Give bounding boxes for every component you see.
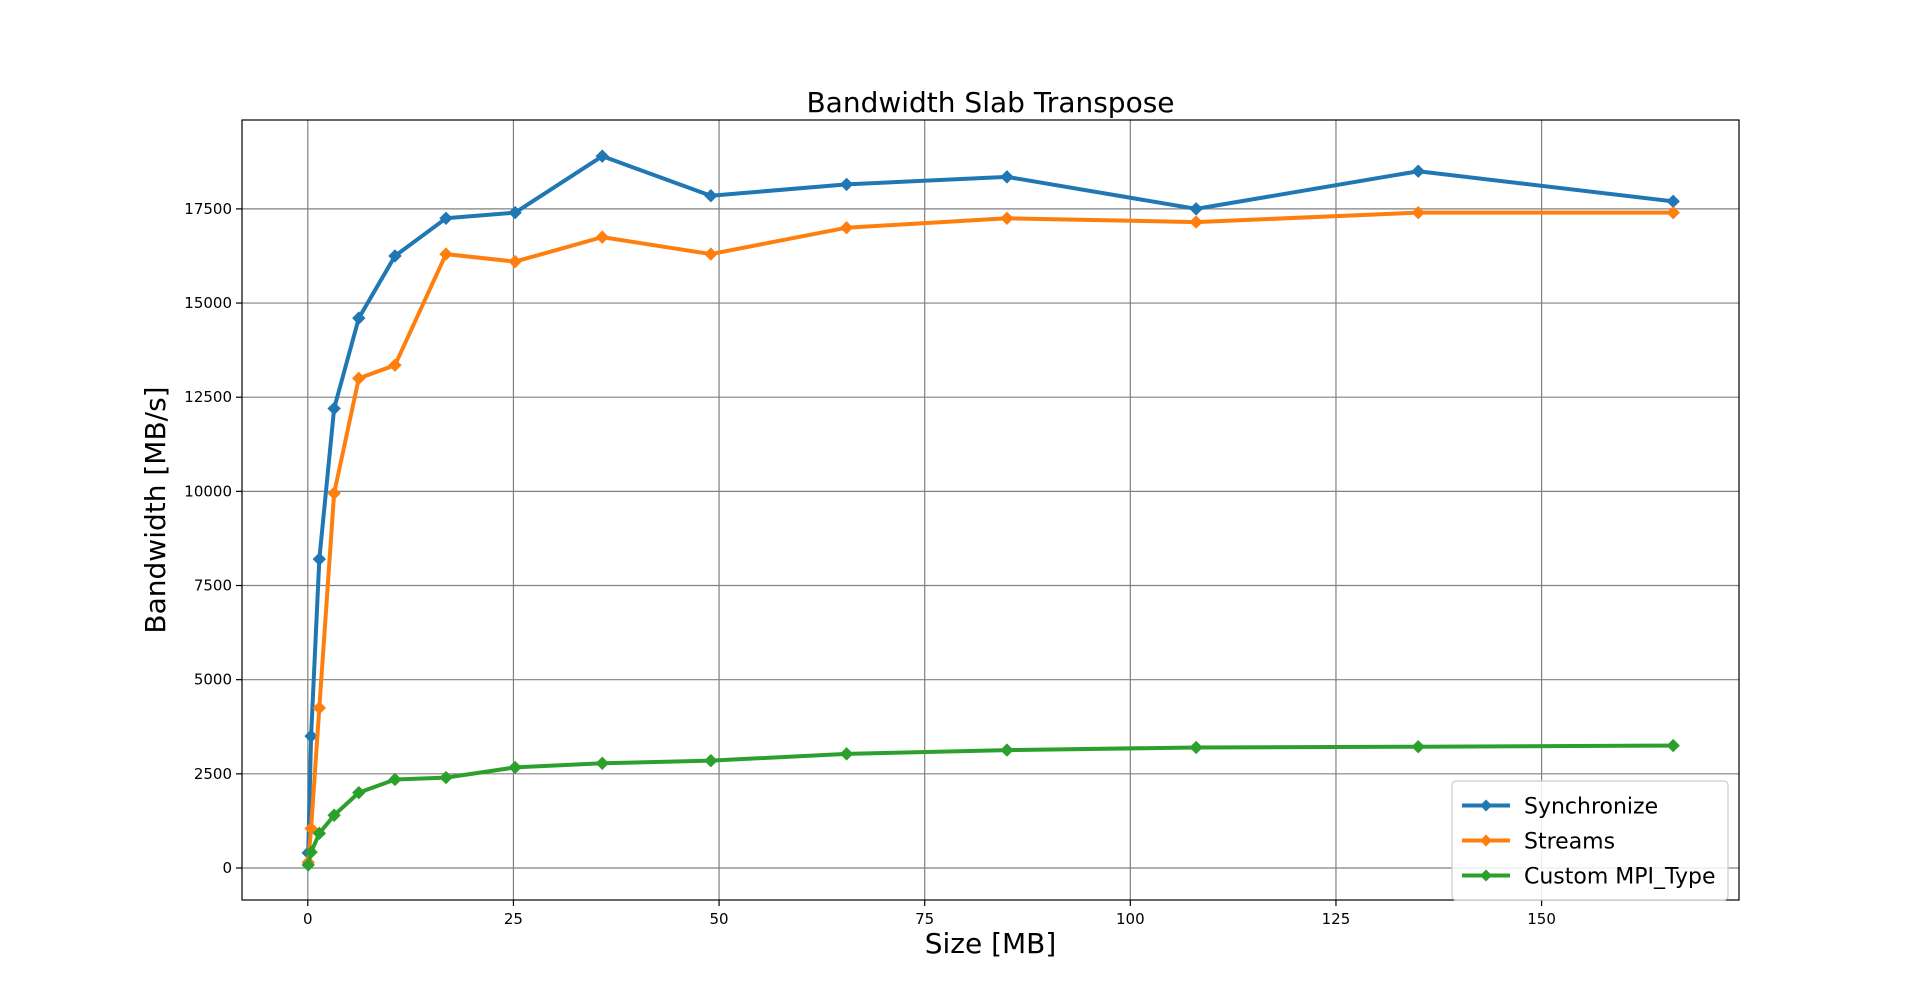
- data-point: [1000, 743, 1014, 757]
- x-tick-label: 125: [1322, 910, 1351, 928]
- chart-title: Bandwidth Slab Transpose: [806, 86, 1174, 119]
- y-axis-label: Bandwidth [MB/s]: [139, 386, 172, 633]
- x-axis-label: Size [MB]: [925, 927, 1057, 960]
- data-point: [1189, 740, 1203, 755]
- data-point: [1666, 205, 1680, 220]
- data-point: [1000, 211, 1014, 226]
- legend-label: Streams: [1524, 830, 1615, 855]
- x-tick-label: 25: [504, 910, 523, 928]
- data-point: [704, 753, 718, 768]
- data-point: [595, 149, 609, 163]
- legend: Synchronize Streams Custom MPI_Type: [1451, 780, 1729, 901]
- data-point: [839, 747, 854, 761]
- legend-item: Custom MPI_Type: [1462, 865, 1716, 890]
- data-point: [508, 760, 522, 775]
- y-tick-label: 7500: [194, 577, 232, 595]
- data-point: [508, 205, 522, 220]
- legend-item: Streams: [1462, 830, 1615, 855]
- y-tick-label: 5000: [194, 671, 232, 689]
- legend-marker: [1480, 834, 1492, 847]
- y-tick-label: 17500: [184, 200, 232, 218]
- data-point: [839, 221, 854, 235]
- data-point: [327, 401, 341, 416]
- series-lines: [301, 149, 1680, 872]
- data-point: [312, 701, 327, 715]
- data-point: [839, 177, 854, 192]
- data-point: [704, 247, 718, 261]
- axis-ticks: 0 25 50 75 100 125 150 0 2500 5000 7500 10000 12500 1…: [184, 200, 1556, 928]
- data-point: [1189, 215, 1203, 229]
- data-point: [352, 785, 366, 800]
- data-point: [704, 188, 718, 203]
- series-synchronize: [301, 149, 1680, 860]
- data-point: [1189, 202, 1203, 216]
- data-point: [304, 821, 318, 836]
- grid-lines: [242, 120, 1739, 900]
- data-point: [1411, 164, 1425, 178]
- y-tick-label: 2500: [194, 765, 232, 783]
- y-tick-label: 0: [222, 859, 232, 877]
- data-point: [304, 729, 318, 743]
- data-point: [388, 358, 402, 372]
- data-point: [1000, 170, 1014, 184]
- data-point: [327, 486, 341, 500]
- data-point: [1666, 194, 1680, 209]
- legend-box: [1451, 780, 1729, 901]
- series-custom-mpi-type: [301, 738, 1680, 872]
- data-point: [352, 311, 366, 325]
- legend-label: Synchronize: [1524, 795, 1658, 820]
- data-point: [439, 211, 453, 226]
- y-tick-label: 10000: [184, 482, 232, 500]
- data-point: [439, 247, 453, 261]
- legend-item: Synchronize: [1462, 795, 1658, 820]
- y-tick-label: 15000: [184, 294, 232, 312]
- y-tick-label: 12500: [184, 388, 232, 406]
- legend-marker: [1480, 869, 1492, 882]
- data-point: [439, 770, 453, 785]
- data-point: [388, 249, 402, 263]
- data-point: [327, 808, 341, 822]
- data-point: [595, 756, 609, 770]
- data-point: [1411, 205, 1425, 220]
- x-tick-label: 100: [1116, 910, 1145, 928]
- data-point: [595, 230, 609, 244]
- data-point: [301, 858, 315, 872]
- x-tick-label: 75: [915, 910, 934, 928]
- legend-label: Custom MPI_Type: [1524, 865, 1716, 890]
- x-tick-label: 50: [710, 910, 729, 928]
- x-tick-label: 0: [303, 910, 313, 928]
- data-point: [508, 254, 522, 269]
- data-point: [312, 826, 327, 841]
- x-tick-label: 150: [1527, 910, 1556, 928]
- data-point: [312, 552, 327, 566]
- data-point: [1411, 740, 1425, 754]
- legend-marker: [1480, 799, 1492, 812]
- plot-area-frame: [241, 119, 1740, 901]
- data-point: [1666, 738, 1680, 753]
- data-point: [388, 772, 402, 787]
- data-point: [304, 845, 318, 859]
- data-point: [352, 371, 366, 386]
